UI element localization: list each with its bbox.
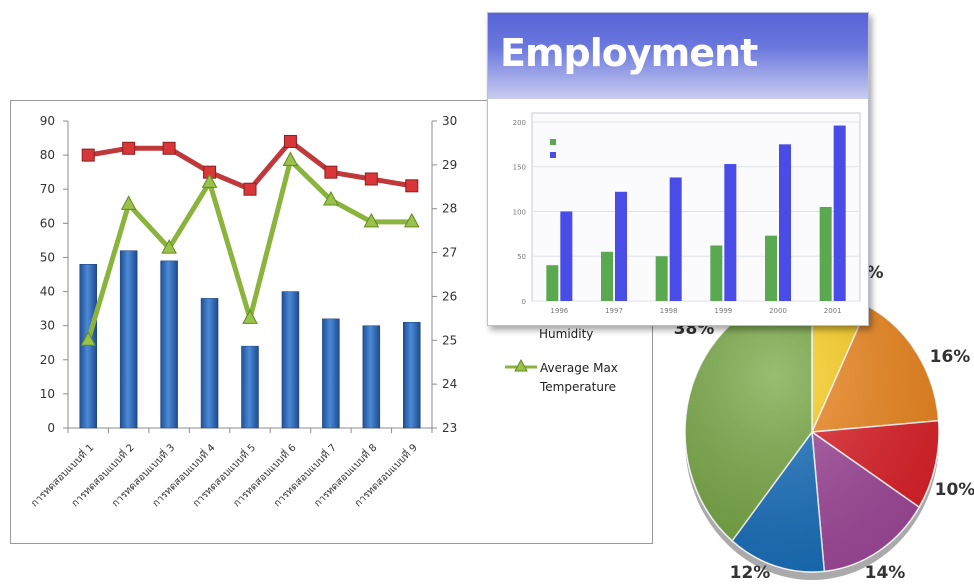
square-marker — [283, 134, 297, 148]
employment-x-tick-label: 2000 — [769, 307, 787, 315]
employment-plot-area — [531, 112, 861, 302]
y-right-tick-label: 29 — [442, 158, 457, 172]
employment-x-tick-label: 1996 — [550, 307, 568, 315]
y-right-tick-label: 30 — [442, 114, 457, 128]
employment-y-tick-label: 100 — [513, 208, 526, 216]
bar — [200, 298, 219, 429]
pie-shading — [685, 292, 939, 572]
employment-legend-swatch — [550, 139, 556, 145]
triangle-marker — [282, 151, 299, 166]
legend-triangle-marker — [514, 358, 528, 372]
legend-label-average-max: Average Max — [540, 361, 618, 375]
bar — [362, 325, 381, 429]
y-right-tick-label: 24 — [442, 377, 457, 391]
employment-x-tick-label: 2001 — [824, 307, 842, 315]
employment-bar — [710, 245, 723, 301]
bar — [241, 345, 259, 429]
y-left-tick-label: 40 — [40, 285, 55, 299]
employment-bar — [601, 251, 613, 301]
triangle-marker — [80, 331, 97, 346]
employment-bar — [669, 177, 682, 301]
pie-slice-label: 14% — [865, 563, 906, 583]
employment-bar — [546, 265, 559, 301]
employment-title: Employment — [500, 31, 758, 75]
triangle-marker — [323, 190, 339, 206]
employment-bar — [833, 125, 846, 302]
triangle-marker — [403, 212, 420, 228]
square-marker — [122, 141, 136, 155]
triangle-marker — [242, 309, 258, 324]
bar — [322, 318, 340, 429]
y-left-tick-label: 90 — [40, 114, 55, 128]
pie-slice-label: 12% — [730, 563, 771, 583]
employment-bar — [560, 211, 573, 301]
y-left-tick-label: 50 — [40, 250, 55, 264]
square-marker — [243, 182, 257, 196]
employment-header: Employment — [488, 13, 868, 99]
employment-bar — [655, 256, 668, 301]
bar — [160, 260, 178, 429]
bar — [281, 291, 300, 429]
square-marker — [324, 165, 338, 179]
series-line — [87, 138, 413, 192]
y-left-tick-label: 70 — [40, 182, 55, 196]
employment-bar — [615, 191, 627, 301]
employment-bar-chart: 0 50 100 150 200 1996 1997 1998 1999 2000 2001 — [513, 112, 861, 315]
bar — [403, 322, 421, 429]
legend-label-humidity: Humidity — [539, 327, 593, 341]
y-left-tick-label: 20 — [40, 353, 55, 367]
square-marker — [162, 141, 176, 155]
y-left-tick-label: 60 — [40, 216, 55, 230]
legend-label-temperature: Temperature — [539, 380, 616, 394]
employment-y-tick-label: 0 — [522, 298, 526, 306]
employment-bar — [819, 207, 832, 301]
y-left-tick-label: 0 — [47, 421, 55, 435]
employment-x-tick-label: 1999 — [714, 307, 732, 315]
y-right-tick-label: 28 — [442, 202, 457, 216]
pie-slice-label: 16% — [930, 347, 971, 367]
y-right-tick-label: 27 — [442, 246, 457, 260]
employment-bar — [724, 164, 737, 301]
x-tick-label: การทดสอบแบบที่ 9 — [351, 440, 420, 509]
employment-y-tick-label: 200 — [513, 119, 526, 127]
y-left-tick-label: 10 — [40, 387, 55, 401]
employment-bar — [779, 144, 791, 301]
triangle-marker — [363, 212, 380, 228]
employment-x-tick-label: 1998 — [660, 307, 678, 315]
y-right-tick-label: 26 — [442, 289, 457, 303]
triangle-marker — [201, 173, 218, 188]
employment-y-tick-label: 150 — [513, 164, 526, 172]
y-right-tick-label: 25 — [442, 333, 457, 347]
triangle-marker — [161, 239, 177, 254]
y-left-tick-label: 80 — [40, 148, 55, 162]
square-marker — [81, 148, 95, 162]
employment-y-tick-label: 50 — [517, 253, 526, 261]
square-marker — [364, 172, 378, 186]
bar — [119, 250, 138, 429]
employment-bar — [765, 235, 777, 301]
pie-slice-label: % — [866, 263, 883, 283]
pie-slice-label: 10% — [935, 480, 974, 500]
employment-chart-card: Employment 0 50 100 150 200 1996 1997 1998 1999 2… — [487, 12, 869, 326]
pie-chart: %16%10%14%12%38% — [674, 263, 974, 583]
y-left-tick-label: 30 — [40, 319, 55, 333]
triangle-marker — [120, 195, 137, 210]
bar — [79, 264, 97, 429]
employment-x-tick-label: 1997 — [605, 307, 623, 315]
square-marker — [405, 179, 419, 193]
y-right-tick-label: 23 — [442, 421, 457, 435]
employment-legend-swatch — [550, 152, 556, 158]
